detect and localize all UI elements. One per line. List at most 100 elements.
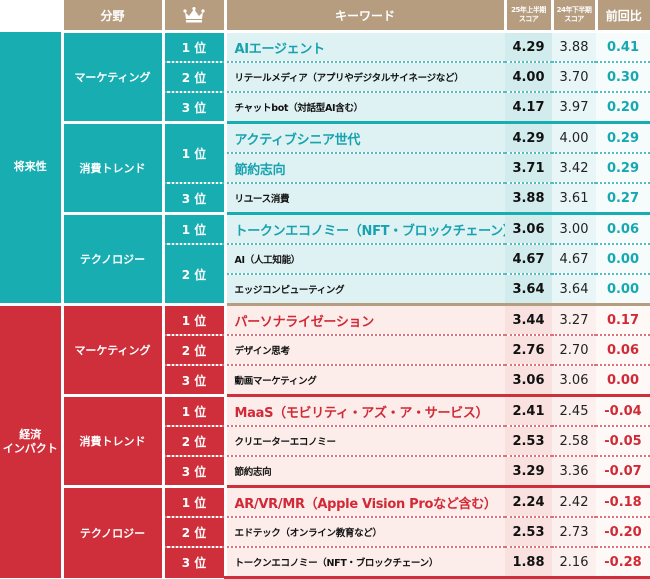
score-previous: 3.00	[552, 212, 596, 244]
score-current: 3.06	[505, 364, 552, 396]
field-label: テクノロジー	[60, 485, 163, 578]
table-row: 3 位リユース消費 3.88 3.61 0.27	[0, 182, 650, 214]
score-previous: 3.97	[552, 91, 596, 123]
rank-label: 2 位	[161, 516, 225, 547]
rank-label: 1 位	[161, 31, 225, 62]
score-current: 3.88	[505, 182, 552, 214]
score-current: 2.53	[505, 516, 552, 547]
keyword: AI（人工知能）	[223, 243, 505, 274]
table-row: 2 位 AI（人工知能） 4.67 4.67 0.00	[0, 243, 650, 305]
score-previous: 4.00	[552, 121, 596, 153]
header-score-previous: 24年下半期 スコア	[550, 0, 596, 33]
rank-label: 3 位	[161, 546, 225, 578]
table-row: 消費トレンド 1 位 MaaS（モビリティ・アズ・ア・サービス） 2.41 2.45 -0…	[0, 394, 650, 487]
score-previous: 3.70	[552, 61, 596, 92]
score-current: 2.41	[505, 394, 552, 426]
header-score-current-line1: 25年上半期	[511, 6, 546, 14]
header-score-current: 25年上半期 スコア	[503, 0, 552, 33]
score-diff: -0.04	[596, 394, 650, 426]
rank-label: 2 位	[161, 334, 225, 365]
keyword: 節約志向	[223, 152, 505, 183]
keyword: 節約志向	[223, 455, 505, 487]
rank-label: 1 位	[161, 121, 225, 183]
score-previous: 2.16	[552, 546, 596, 579]
header-keyword: キーワード	[223, 0, 505, 33]
section-teal: 将来性 マーケティング 1 位 AIエージェント 4.29 3.88 0.41 2 位リテール…	[0, 31, 650, 305]
rank-label: 2 位	[161, 61, 225, 92]
table-row: 2 位デザイン思考 2.76 2.70 0.06	[0, 334, 650, 365]
keyword: クリエーターエコノミー	[223, 425, 505, 456]
score-diff: 0.00	[596, 364, 650, 396]
rank-label: 1 位	[161, 212, 225, 244]
score-current: 2.24	[505, 485, 552, 517]
score-diff: 0.27	[596, 182, 650, 214]
header-rank	[161, 0, 225, 33]
field-label: マーケティング	[60, 31, 163, 123]
score-current: 2.53	[505, 425, 552, 456]
table-row: 2 位リテールメディア（アプリやデジタルサイネージなど） 4.00 3.70 0.30	[0, 61, 650, 92]
keyword: パーソナライゼーション	[223, 303, 505, 335]
score-diff: -0.28	[596, 546, 650, 579]
crown-icon	[183, 7, 205, 23]
field-label: 消費トレンド	[60, 394, 163, 487]
header-field: 分野	[60, 0, 163, 33]
header-diff: 前回比	[594, 0, 650, 33]
rank-label: 3 位	[161, 182, 225, 214]
field-label: マーケティング	[60, 303, 163, 396]
score-diff: -0.07	[596, 455, 650, 487]
rank-label: 1 位	[161, 303, 225, 335]
score-diff: -0.05	[596, 425, 650, 456]
keyword: 動画マーケティング	[223, 364, 505, 396]
score-previous: 3.36	[552, 455, 596, 487]
score-previous: 3.64	[552, 273, 596, 305]
section-red: 経済 インパクト マーケティング 1 位パーソナライゼーション 3.44 3.27 0.17…	[0, 303, 650, 579]
score-diff: 0.29	[596, 121, 650, 153]
header-score-previous-line1: 24年下半期	[556, 6, 592, 14]
score-current: 3.64	[505, 273, 552, 305]
score-previous: 2.42	[552, 485, 596, 517]
header-blank	[0, 0, 62, 32]
keyword: アクティブシニア世代	[223, 121, 505, 153]
score-current: 4.17	[505, 91, 552, 123]
category-text: インパクト	[2, 441, 58, 455]
header-score-previous-line2: スコア	[564, 15, 584, 23]
category-label: 経済 インパクト	[0, 303, 62, 578]
score-current: 3.44	[505, 303, 552, 335]
score-current: 4.00	[505, 61, 552, 92]
table-row: エッジコンピューティング 3.64 3.64 0.00	[0, 273, 650, 305]
score-current: 3.06	[505, 212, 552, 244]
keyword: MaaS（モビリティ・アズ・ア・サービス）	[223, 394, 505, 426]
score-current: 4.29	[505, 31, 552, 62]
table-row: 2 位エドテック（オンライン教育など） 2.53 2.73 -0.20	[0, 516, 650, 547]
keyword: リユース消費	[223, 182, 505, 214]
header-row: 分野 キーワード 25年上半期 スコア 24年下半期 スコア 前回比	[0, 0, 650, 33]
rank-label: 1 位	[161, 394, 225, 426]
score-current: 1.88	[505, 546, 552, 579]
header-score-current-line2: スコア	[518, 15, 539, 23]
field-label: 消費トレンド	[60, 121, 163, 214]
score-diff: 0.00	[596, 243, 650, 274]
table-row: 2 位クリエーターエコノミー 2.53 2.58 -0.05	[0, 425, 650, 456]
keyword: トークンエコノミー（NFT・ブロックチェーン）	[223, 546, 505, 579]
rank-label: 3 位	[161, 91, 225, 123]
category-text: 将来性	[13, 160, 47, 174]
score-diff: -0.18	[596, 485, 650, 517]
keyword: チャットbot（対話型AI含む）	[223, 91, 505, 123]
keyword: デザイン思考	[223, 334, 505, 365]
score-diff: 0.06	[596, 212, 650, 244]
table-row: 将来性 マーケティング 1 位 AIエージェント 4.29 3.88 0.41	[0, 31, 650, 305]
table-row: 3 位節約志向 3.29 3.36 -0.07	[0, 455, 650, 487]
rank-label: 2 位	[161, 425, 225, 456]
keyword: エドテック（オンライン教育など）	[223, 516, 505, 547]
score-previous: 3.42	[552, 152, 596, 183]
rank-label: 3 位	[161, 455, 225, 487]
table-row: テクノロジー 1 位 AR/VR/MR（Apple Vision Proなど含む） 2…	[0, 485, 650, 578]
field-label: テクノロジー	[60, 212, 163, 305]
table-row: 3 位動画マーケティング 3.06 3.06 0.00	[0, 364, 650, 396]
score-diff: 0.06	[596, 334, 650, 365]
rank-label: 3 位	[161, 364, 225, 396]
category-text: 経済	[19, 427, 42, 441]
score-previous: 2.58	[552, 425, 596, 456]
table-row: テクノロジー 1 位トークンエコノミー（NFT・ブロックチェーン） 3.06 3.00…	[0, 212, 650, 305]
